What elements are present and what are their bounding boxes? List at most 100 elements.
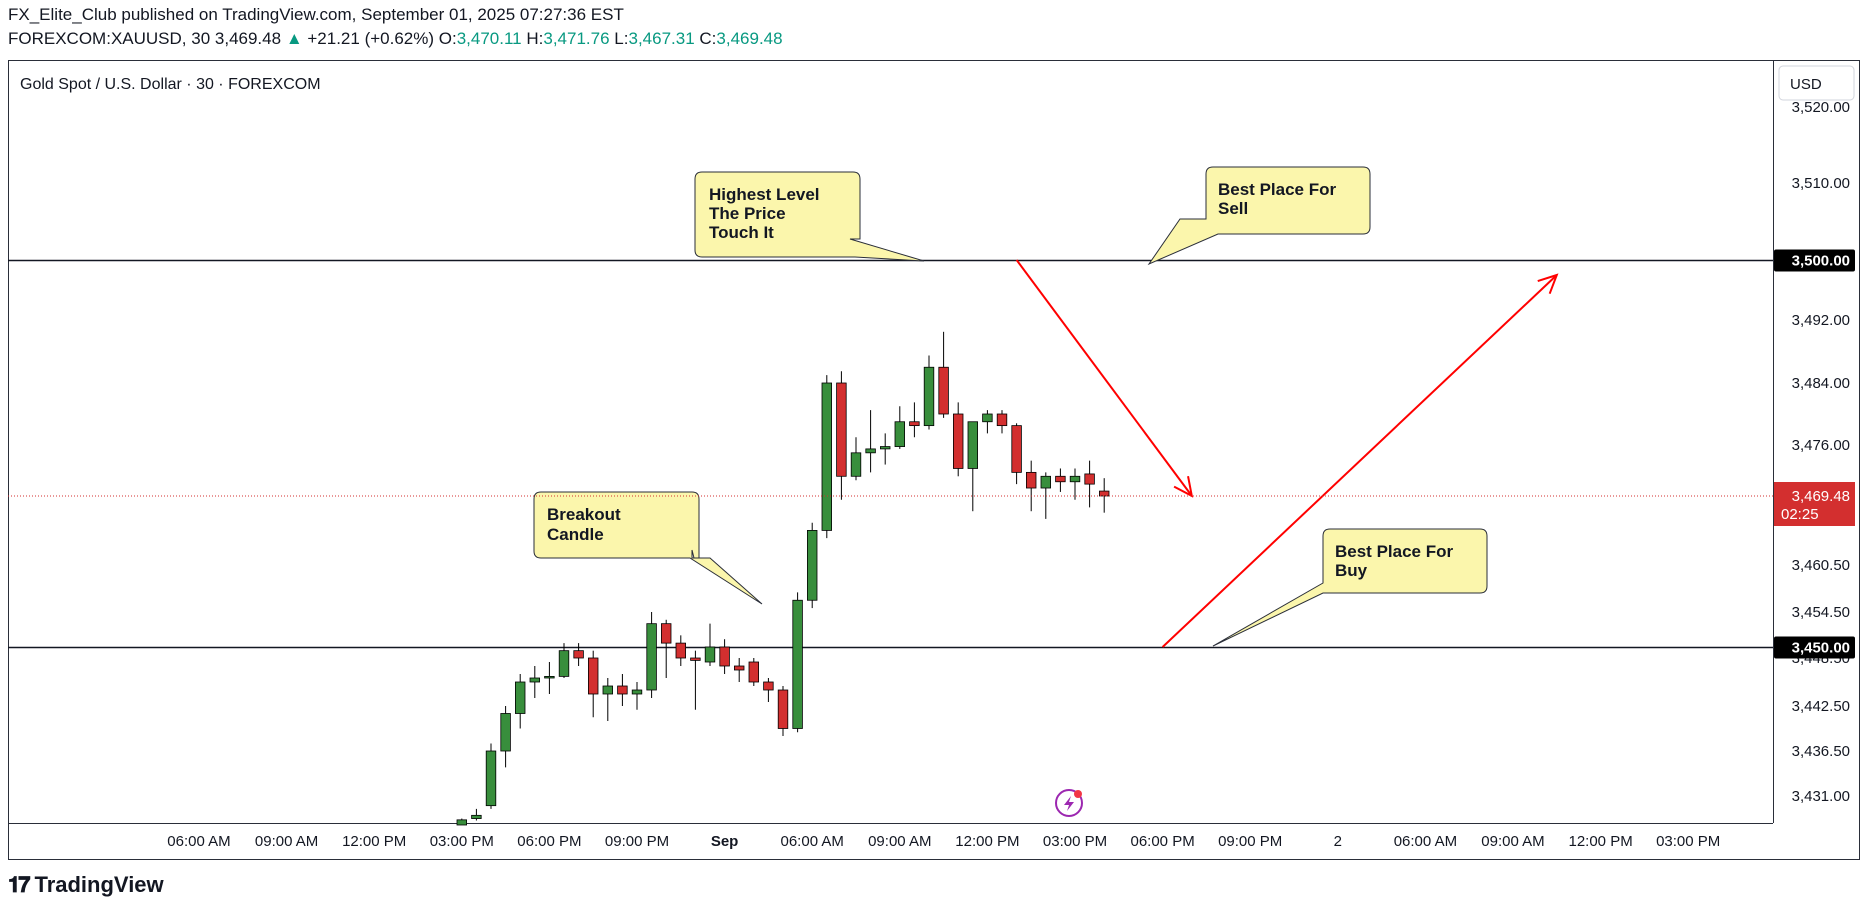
low-label: L: bbox=[614, 29, 629, 48]
candle bbox=[471, 808, 482, 821]
callout-sell-line-1: Best Place For bbox=[1218, 180, 1336, 199]
candle-body bbox=[588, 657, 599, 695]
x-tick-label: 06:00 PM bbox=[517, 833, 581, 850]
candle bbox=[836, 371, 847, 500]
x-tick-label: 12:00 PM bbox=[955, 833, 1019, 850]
usd-button-label[interactable]: USD bbox=[1790, 76, 1822, 93]
y-tick-label: 3,510.00 bbox=[1792, 175, 1850, 192]
trend-arrow-line[interactable] bbox=[1161, 274, 1558, 648]
callout-highest-level-shape[interactable] bbox=[694, 171, 925, 262]
x-tick-label: 03:00 PM bbox=[430, 833, 494, 850]
candle-body bbox=[982, 413, 993, 423]
candle-body bbox=[777, 689, 789, 729]
candle bbox=[456, 818, 468, 826]
candle-body bbox=[573, 650, 584, 659]
x-tick-label: 03:00 PM bbox=[1043, 833, 1107, 850]
candle bbox=[588, 650, 599, 718]
high-value: 3,471.76 bbox=[543, 29, 610, 48]
y-tick-label: 3,520.00 bbox=[1792, 99, 1850, 116]
candle bbox=[807, 522, 818, 609]
candle bbox=[967, 421, 979, 512]
x-tick-label: 06:00 AM bbox=[781, 833, 844, 850]
candle-body bbox=[792, 599, 803, 729]
usd-button[interactable]: USD bbox=[1778, 65, 1855, 101]
candle bbox=[1040, 472, 1052, 519]
y-tick-label: 3,476.00 bbox=[1792, 437, 1850, 454]
x-tick-label: 09:00 AM bbox=[1481, 833, 1544, 850]
lightning-icon[interactable] bbox=[1055, 789, 1083, 817]
x-tick-label: 09:00 AM bbox=[255, 833, 318, 850]
lightning-icon-ring[interactable] bbox=[1055, 789, 1083, 817]
candle bbox=[1099, 478, 1110, 513]
tradingview-footer: 𝟏𝟕 TradingView bbox=[8, 872, 164, 898]
candle bbox=[544, 662, 555, 694]
candle bbox=[734, 658, 745, 682]
up-triangle-icon: ▲ bbox=[285, 29, 303, 48]
candle bbox=[850, 437, 862, 481]
candle bbox=[631, 682, 643, 710]
x-tick-label: 2 bbox=[1334, 833, 1342, 850]
change-label: +21.21 (+0.62%) bbox=[307, 29, 435, 48]
candle-body bbox=[1040, 475, 1052, 489]
x-tick-label: 06:00 AM bbox=[167, 833, 230, 850]
callout-breakout-shape[interactable] bbox=[533, 491, 763, 605]
candle-body bbox=[1069, 475, 1081, 483]
callout-buy-shape[interactable] bbox=[1212, 528, 1488, 647]
x-tick-label: 12:00 PM bbox=[1568, 833, 1632, 850]
usd-button-box[interactable] bbox=[1778, 65, 1855, 101]
candle bbox=[646, 612, 657, 698]
candle bbox=[675, 635, 687, 666]
candle-body bbox=[953, 413, 964, 469]
candle-body bbox=[690, 657, 701, 661]
candle bbox=[996, 410, 1008, 434]
candle bbox=[923, 355, 935, 430]
candle bbox=[573, 643, 584, 666]
low-value: 3,467.31 bbox=[628, 29, 695, 48]
candle-body bbox=[602, 685, 614, 695]
candle bbox=[1069, 468, 1081, 500]
price-axis: 3,520.00 3,510.00 3,492.00 3,484.00 3,476.00… bbox=[1792, 99, 1850, 805]
candle bbox=[821, 375, 833, 539]
candle-body bbox=[661, 623, 672, 644]
callout-breakout-line-2: Candle bbox=[547, 525, 604, 544]
candle bbox=[938, 331, 949, 418]
callout-sell[interactable]: Best Place For Sell bbox=[1147, 166, 1371, 266]
candle-body bbox=[646, 623, 657, 691]
candle-body bbox=[836, 382, 847, 477]
callout-breakout[interactable]: Breakout Candle bbox=[533, 491, 763, 605]
candle-body bbox=[865, 448, 876, 454]
candle-body bbox=[938, 366, 949, 415]
callout-sell-shape[interactable] bbox=[1147, 166, 1371, 266]
x-tick-label: Sep bbox=[711, 833, 739, 850]
candle bbox=[909, 402, 920, 438]
candle-body bbox=[967, 421, 979, 469]
callout-sell-line-2: Sell bbox=[1218, 199, 1248, 218]
published-line: FX_Elite_Club published on TradingView.c… bbox=[8, 5, 624, 24]
callout-highest-level[interactable]: Highest Level The Price Touch It bbox=[694, 171, 925, 262]
callout-highest-level-line-1: Highest Level bbox=[709, 185, 820, 204]
open-label: O: bbox=[438, 29, 457, 48]
chart-title: Gold Spot / U.S. Dollar · 30 · FOREXCOM bbox=[20, 76, 321, 93]
trend-arrows bbox=[1015, 259, 1559, 648]
tradingview-logo-icon: 𝟏𝟕 bbox=[8, 872, 31, 897]
candle bbox=[1026, 460, 1037, 512]
candle-body bbox=[1084, 473, 1095, 485]
candle bbox=[894, 406, 906, 449]
candle-body bbox=[748, 661, 760, 683]
callout-buy[interactable]: Best Place For Buy bbox=[1212, 528, 1488, 647]
candle bbox=[558, 643, 570, 678]
candle bbox=[529, 666, 541, 698]
lightning-icon-dot bbox=[1074, 790, 1082, 798]
candle bbox=[982, 410, 993, 434]
y-tick-label: 3,442.50 bbox=[1792, 698, 1850, 715]
last-price-tag bbox=[1774, 482, 1855, 526]
high-label: H: bbox=[526, 29, 544, 48]
candle-body bbox=[734, 665, 745, 671]
lightning-icon-bolt[interactable] bbox=[1064, 796, 1074, 811]
trend-arrow-line[interactable] bbox=[1015, 259, 1193, 497]
candle-body bbox=[923, 366, 935, 427]
candle bbox=[617, 674, 628, 706]
candle-body bbox=[544, 676, 555, 679]
level-label-box bbox=[1774, 636, 1855, 659]
